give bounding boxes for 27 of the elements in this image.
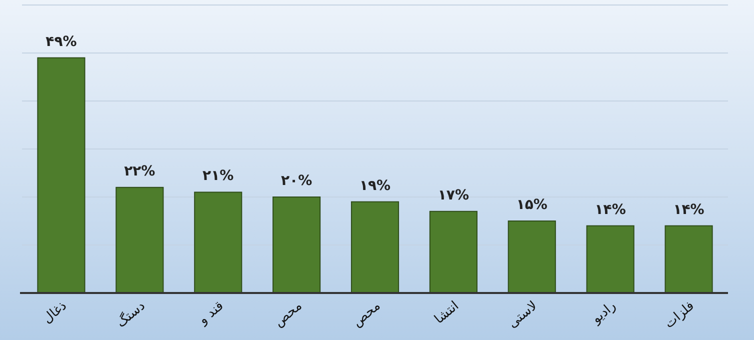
data-label: ۱۵% xyxy=(516,197,548,213)
x-tick-label: لاستی xyxy=(505,298,540,332)
x-tick-label: قند و xyxy=(195,298,227,328)
x-tick-label: ذغال xyxy=(40,298,70,327)
bar xyxy=(37,57,86,294)
data-label: ۲۱% xyxy=(202,168,234,184)
data-label: ۱۹% xyxy=(359,178,391,194)
data-label: ۱۴% xyxy=(673,202,704,218)
x-tick-label: انتشا xyxy=(432,298,462,328)
x-tick-label: رادیو xyxy=(588,298,619,328)
x-tick-label: محص xyxy=(350,298,384,330)
bar xyxy=(508,220,556,294)
bar xyxy=(116,186,164,294)
x-tick-label: دستگ xyxy=(113,298,148,331)
data-label: ۲۰% xyxy=(280,173,312,189)
bar xyxy=(194,192,242,294)
bar xyxy=(664,225,713,294)
data-label: ۴۹% xyxy=(46,34,77,50)
bar xyxy=(350,201,400,294)
x-tick-label: محص xyxy=(272,298,306,330)
data-label: ۱۷% xyxy=(438,187,470,204)
bar xyxy=(586,225,634,294)
data-label: ۲۲% xyxy=(124,163,156,180)
x-tick-label: فلزات xyxy=(662,298,698,332)
bar xyxy=(429,210,478,294)
bar xyxy=(272,196,321,294)
data-label: ۱۴% xyxy=(594,202,626,218)
